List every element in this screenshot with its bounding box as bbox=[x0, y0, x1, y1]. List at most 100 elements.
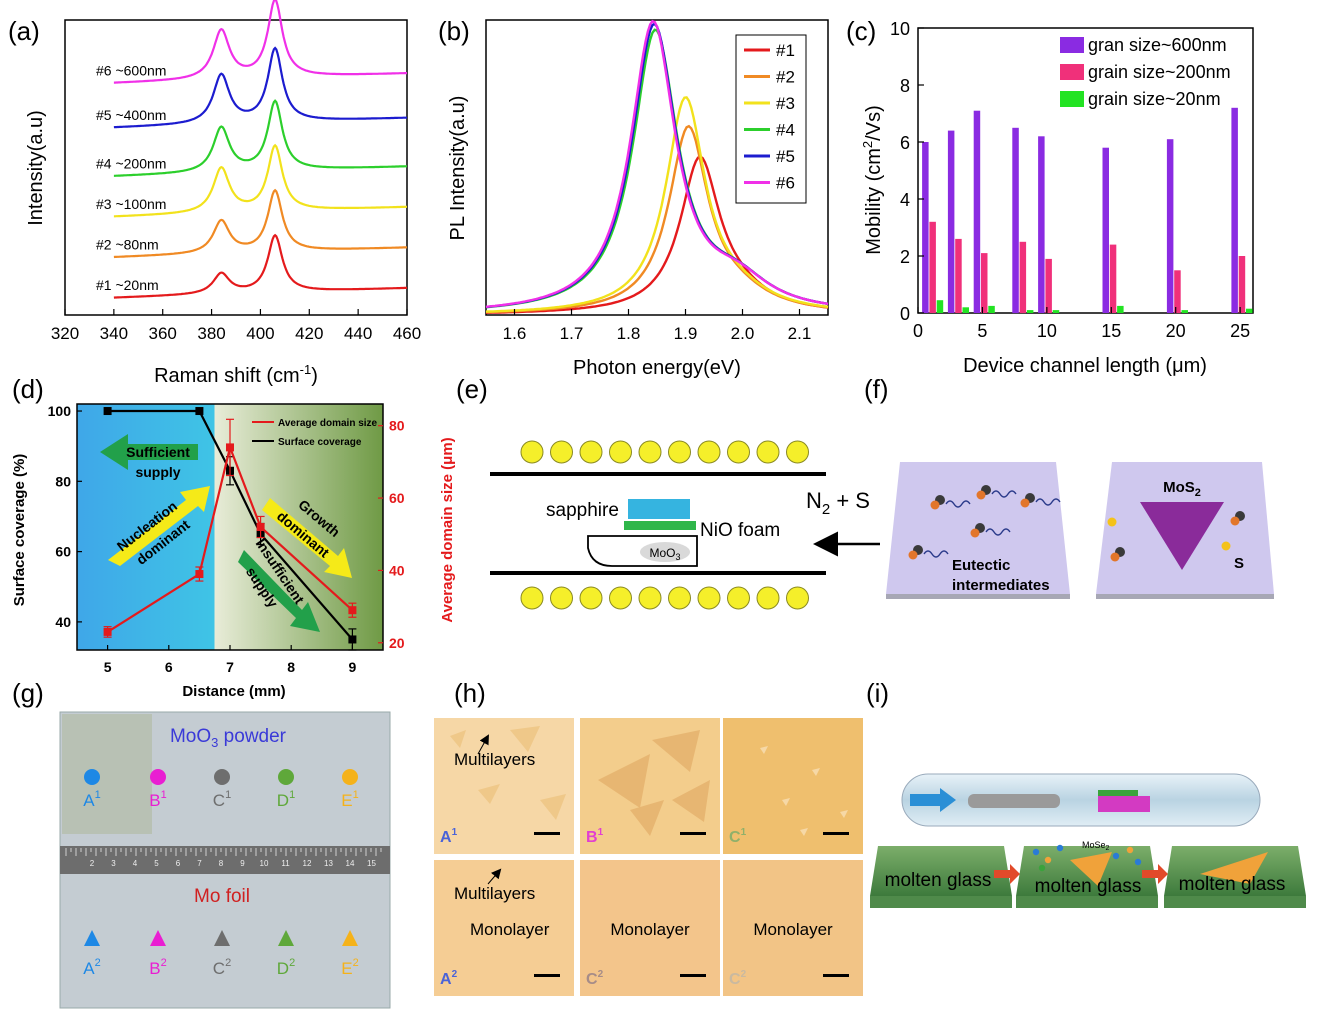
pl-plot-frame bbox=[485, 19, 829, 316]
mobility-xtick-label: 0 bbox=[913, 321, 923, 341]
raman-series-label: #6 ~600nm bbox=[96, 62, 166, 78]
precursor-particle bbox=[1032, 848, 1040, 856]
raman-chart: #1 ~20nm #2 ~80nm #3 ~100nm #4 ~200nm #5 ~40… bbox=[25, 0, 421, 387]
pl-legend-label: #4 bbox=[776, 121, 795, 140]
sample-triangle-label: A2 bbox=[83, 957, 100, 978]
sample-dot-label: C1 bbox=[213, 789, 231, 810]
coverage-xtick-label: 6 bbox=[165, 659, 173, 675]
micrograph-tag: A1 bbox=[440, 827, 458, 846]
pl-xtick-label: 1.8 bbox=[617, 324, 641, 343]
pl-xlabel: Photon energy(eV) bbox=[573, 357, 741, 379]
annot-sufficient: Sufficient bbox=[126, 444, 190, 460]
scale-bar bbox=[823, 974, 849, 977]
coverage-point bbox=[348, 635, 357, 644]
micrograph-tag: C2 bbox=[586, 969, 604, 988]
pl-xtick-label: 1.7 bbox=[560, 324, 584, 343]
heater-coil-bottom bbox=[609, 586, 632, 610]
domain-size-ytick-label: 80 bbox=[389, 418, 405, 434]
tube-substrate-top bbox=[1098, 790, 1138, 796]
sample-triangle-label: E2 bbox=[341, 957, 358, 978]
coverage-xtick-label: 9 bbox=[349, 659, 357, 675]
sulfur-atom bbox=[1221, 541, 1231, 551]
coverage-xtick-label: 7 bbox=[226, 659, 234, 675]
coverage-ytick-label: 60 bbox=[55, 544, 71, 560]
ruler-number: 3 bbox=[111, 859, 116, 868]
tube-boat bbox=[968, 794, 1060, 808]
micrograph-tag: C1 bbox=[729, 827, 747, 846]
mobility-bar bbox=[962, 307, 969, 313]
intermediates-label: intermediates bbox=[952, 577, 1050, 594]
precursor-particle bbox=[1134, 858, 1142, 866]
ruler bbox=[60, 846, 390, 874]
flake bbox=[672, 780, 710, 822]
mobility-bar bbox=[947, 130, 955, 313]
mobility-bar bbox=[1181, 310, 1188, 313]
sample-triangle-b2 bbox=[150, 930, 166, 946]
mobility-bar bbox=[1174, 270, 1181, 314]
sufficient-supply-arrow bbox=[100, 434, 198, 470]
nio-foam-label: NiO foam bbox=[700, 520, 780, 541]
pl-xtick-label: 2.0 bbox=[731, 324, 755, 343]
substrate-right-edge bbox=[1096, 594, 1274, 599]
sample-triangle-label: C2 bbox=[213, 957, 231, 978]
growth-dominant-arrow bbox=[262, 498, 352, 578]
ruler-number: 2 bbox=[90, 859, 95, 868]
ruler-number: 6 bbox=[176, 859, 181, 868]
mobility-xtick-label: 5 bbox=[977, 321, 987, 341]
micrograph-tag: B1 bbox=[586, 827, 604, 846]
raman-series-label: #5 ~400nm bbox=[96, 107, 166, 123]
micrograph-annotation-2: Monolayer bbox=[470, 920, 550, 939]
panel-label-f: (f) bbox=[864, 374, 889, 404]
coverage-xtick-label: 8 bbox=[287, 659, 295, 675]
panel-label-h: (h) bbox=[454, 678, 486, 708]
sample-dot-c1 bbox=[214, 769, 230, 785]
micrograph-tile bbox=[723, 718, 863, 854]
flake bbox=[630, 800, 664, 836]
micrograph-annotation: Monolayer bbox=[753, 920, 833, 939]
mobility-ylabel: Mobility (cm2/Vs) bbox=[860, 105, 885, 254]
coverage-ytick-label: 80 bbox=[55, 473, 71, 489]
sample-dot-b1 bbox=[150, 769, 166, 785]
precursor-particle bbox=[1126, 846, 1134, 854]
raman-series-line bbox=[113, 143, 407, 218]
scale-bar bbox=[680, 832, 706, 835]
flake bbox=[478, 784, 500, 804]
coverage-xtick-label: 5 bbox=[104, 659, 112, 675]
flake bbox=[540, 794, 566, 820]
flake bbox=[782, 798, 790, 806]
coverage-legend-label: Average domain size bbox=[278, 418, 378, 429]
coverage-point bbox=[103, 407, 112, 416]
coverage-point bbox=[103, 627, 112, 636]
flake bbox=[652, 730, 700, 772]
eutectic-label: Eutectic bbox=[952, 557, 1010, 574]
heater-coil-bottom bbox=[520, 586, 544, 610]
heater-coil-bottom bbox=[756, 586, 780, 610]
pl-series-line bbox=[485, 19, 829, 308]
mos2-triangle bbox=[1140, 502, 1224, 570]
sample-triangle-a2 bbox=[84, 930, 100, 946]
raman-xlabel: Raman shift (cm-1) bbox=[154, 362, 318, 387]
mobility-ytick-label: 2 bbox=[900, 247, 910, 267]
flake bbox=[760, 746, 768, 754]
mobility-bar bbox=[1109, 244, 1117, 313]
molecule-wiggle bbox=[985, 528, 1011, 536]
molecule-wiggle bbox=[991, 490, 1017, 498]
panel-label-d: (d) bbox=[12, 374, 44, 404]
heater-coil-bottom bbox=[727, 586, 750, 610]
micrograph-tile bbox=[580, 860, 720, 996]
mobility-bar bbox=[981, 253, 988, 313]
sulfur-label: S bbox=[1234, 555, 1244, 572]
heater-coil-bottom bbox=[550, 586, 573, 610]
precursor-particle bbox=[1038, 864, 1046, 872]
ruler-number: 15 bbox=[367, 859, 376, 868]
coverage-point bbox=[226, 443, 234, 452]
raman-xtick-label: 460 bbox=[393, 324, 421, 343]
sample-dot-label: B1 bbox=[149, 789, 166, 810]
mobility-bar bbox=[1019, 241, 1027, 314]
sample-dot-label: E1 bbox=[341, 789, 358, 810]
precursor-particle bbox=[1044, 856, 1052, 864]
glass-block-1 bbox=[870, 846, 1012, 896]
raman-plot-frame bbox=[64, 19, 408, 316]
coverage-chart: Sufficient supply Nucleation dominant Gr… bbox=[11, 403, 456, 700]
